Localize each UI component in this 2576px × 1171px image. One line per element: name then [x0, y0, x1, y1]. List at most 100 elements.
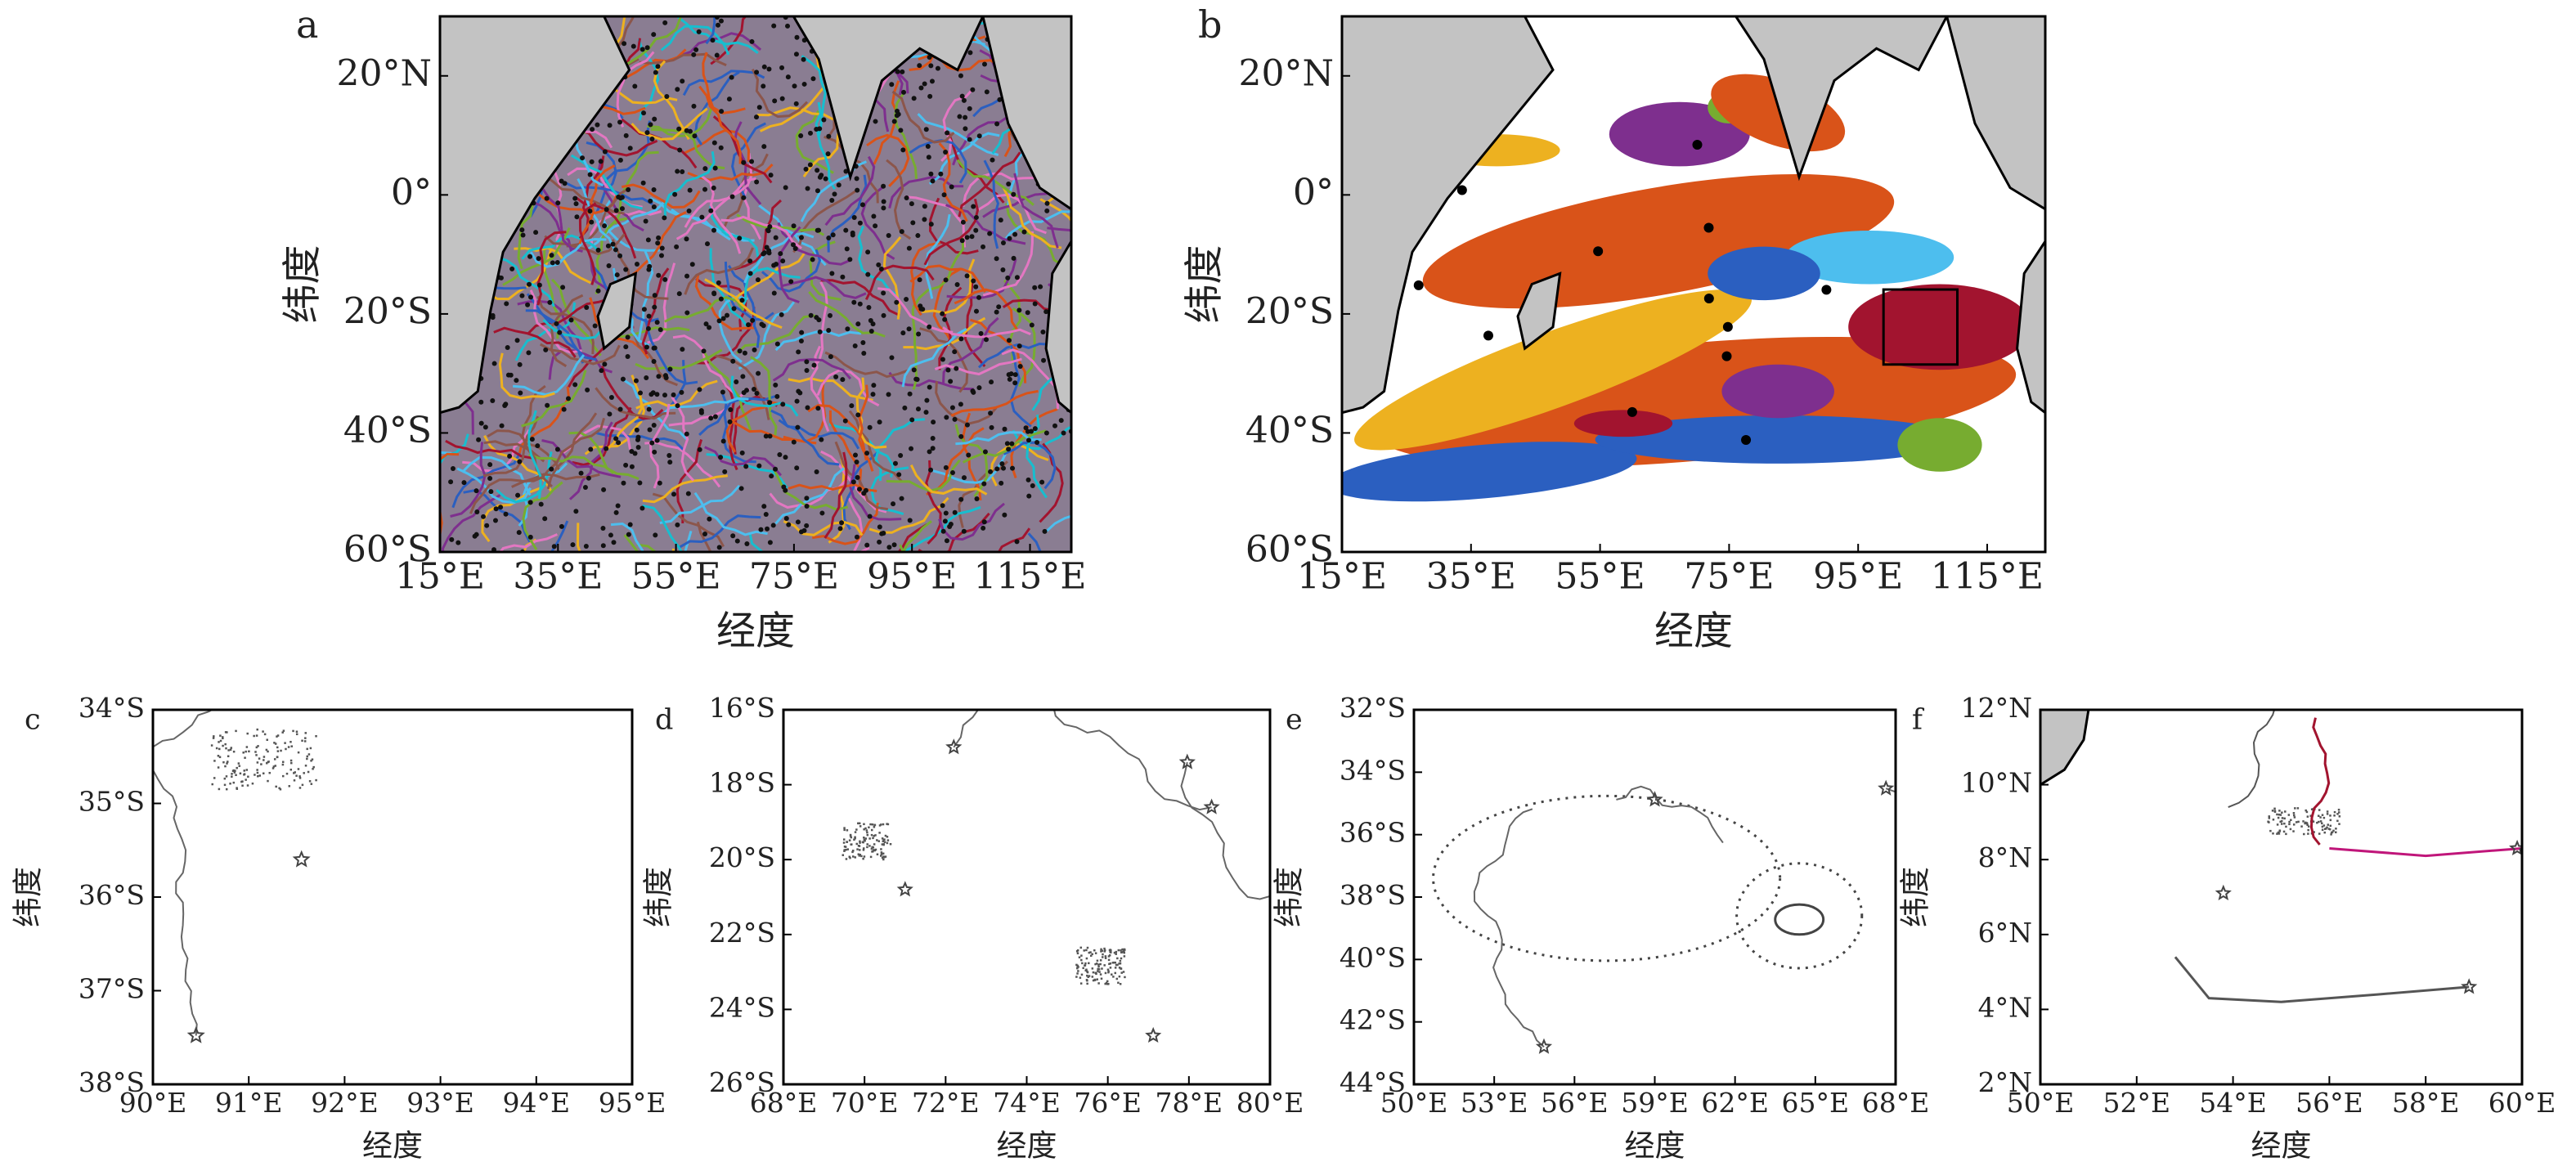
float-point — [288, 785, 291, 787]
float-point — [1121, 948, 1124, 951]
x-tick-label: 95°E — [599, 1087, 666, 1119]
float-point — [963, 126, 968, 132]
y-tick-label: 36°S — [79, 879, 145, 911]
float-point — [807, 162, 813, 168]
float-point — [899, 229, 904, 235]
float-point — [805, 186, 810, 191]
float-point — [740, 374, 746, 379]
float-point — [617, 157, 623, 163]
float-point — [769, 473, 774, 479]
float-point — [878, 824, 882, 827]
float-point — [857, 301, 863, 307]
float-point — [2316, 821, 2318, 824]
trajectory — [572, 406, 632, 466]
float-point — [1091, 976, 1094, 978]
float-point — [863, 837, 865, 839]
start-marker — [896, 881, 913, 897]
float-point — [821, 117, 827, 123]
float-point — [1011, 255, 1016, 261]
float-point — [954, 366, 959, 371]
trajectory — [891, 90, 955, 144]
trajectory — [577, 128, 658, 157]
float-point — [868, 837, 871, 840]
float-point — [864, 827, 867, 830]
float-point — [935, 65, 940, 71]
float-point — [783, 487, 788, 493]
float-point — [617, 253, 623, 258]
trajectory — [970, 318, 1027, 384]
float-point — [841, 854, 845, 856]
float-point — [1032, 301, 1038, 307]
float-point — [915, 406, 921, 412]
x-tick-label: 58°E — [2392, 1087, 2460, 1119]
float-point — [472, 533, 478, 539]
float-point — [794, 398, 800, 404]
trajectory — [469, 475, 545, 514]
float-point — [804, 368, 810, 374]
float-point — [727, 419, 733, 424]
float-point — [978, 330, 984, 336]
float-point — [854, 534, 859, 540]
float-point — [915, 233, 921, 239]
float-point — [2305, 822, 2309, 825]
float-point — [971, 204, 976, 209]
float-point — [783, 185, 788, 191]
float-point — [1076, 965, 1079, 968]
float-point — [1089, 951, 1092, 953]
float-point — [766, 250, 772, 256]
float-point — [614, 272, 620, 278]
study-box — [1882, 288, 1959, 366]
panel-letter: b — [1198, 2, 1222, 47]
trajectory — [1012, 425, 1071, 451]
float-point — [297, 768, 300, 770]
float-point — [232, 750, 236, 753]
float-point — [989, 424, 994, 430]
float-point — [308, 780, 312, 783]
float-point — [689, 262, 695, 267]
trajectory — [642, 504, 684, 552]
float-point — [691, 103, 697, 109]
seed-point — [1741, 434, 1752, 445]
float-point — [868, 826, 870, 829]
float-point — [245, 746, 249, 748]
float-point — [1017, 364, 1023, 370]
float-point — [967, 105, 972, 111]
float-point — [1039, 479, 1045, 485]
trajectory — [675, 439, 703, 523]
float-point — [2276, 832, 2278, 835]
trajectory — [886, 159, 912, 240]
trajectory — [855, 377, 887, 449]
y-tick-label: 40°S — [1340, 941, 1406, 973]
float-point — [882, 858, 885, 861]
float-point — [1103, 947, 1106, 950]
trajectory — [730, 375, 799, 417]
float-point — [549, 253, 554, 258]
float-point — [276, 735, 278, 738]
trajectory — [1616, 785, 1724, 844]
float-point — [814, 315, 819, 321]
float-point — [773, 235, 779, 240]
float-point — [217, 755, 220, 757]
float-point — [595, 247, 601, 253]
float-point — [943, 510, 949, 516]
float-point — [881, 290, 886, 296]
float-point — [653, 70, 658, 75]
float-point — [914, 376, 920, 382]
float-point — [2322, 816, 2326, 819]
float-point — [873, 823, 876, 827]
float-point — [254, 774, 256, 776]
float-point — [863, 855, 866, 858]
trajectory — [1045, 514, 1071, 532]
start-marker — [1535, 1038, 1553, 1054]
float-point — [2285, 825, 2287, 828]
float-point — [684, 273, 690, 279]
float-point — [2268, 821, 2270, 823]
float-point — [873, 849, 875, 851]
float-point — [756, 463, 762, 469]
float-point — [880, 823, 882, 826]
float-point — [663, 375, 669, 381]
land — [1945, 16, 2045, 211]
float-point — [224, 765, 227, 768]
float-point — [1114, 961, 1117, 964]
trajectory — [743, 231, 815, 284]
